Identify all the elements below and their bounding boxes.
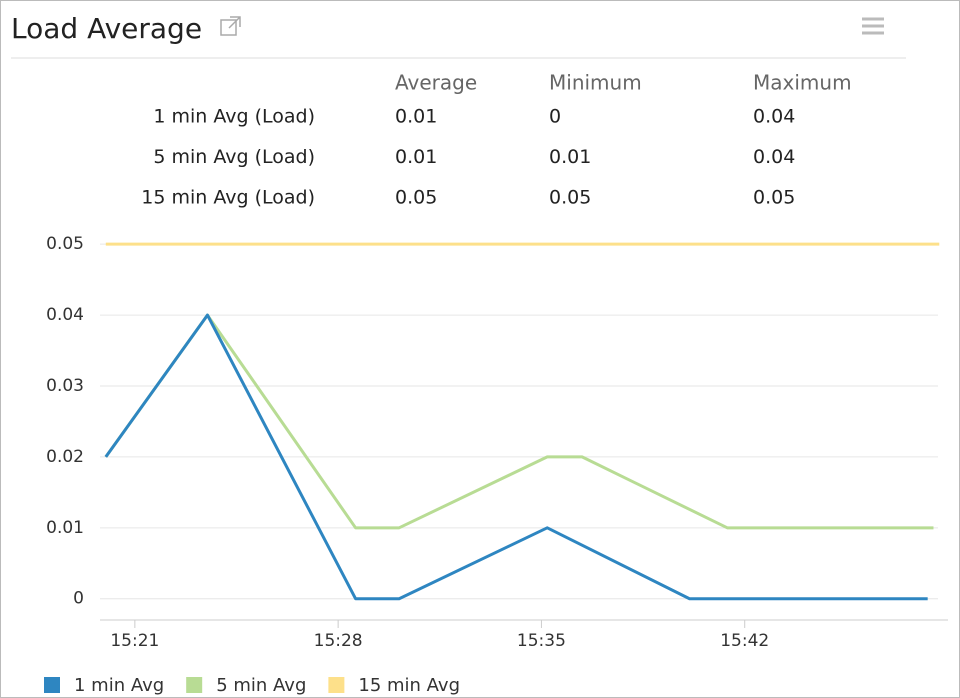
- column-header: Minimum: [549, 71, 642, 95]
- row-label: 5 min Avg (Load): [153, 146, 315, 168]
- menu-icon[interactable]: [862, 17, 884, 35]
- column-header: Maximum: [753, 71, 852, 95]
- row-label: 15 min Avg (Load): [141, 187, 315, 209]
- legend-swatch: [44, 677, 60, 693]
- x-tick-label: 15:28: [314, 631, 363, 651]
- legend-label: 1 min Avg: [74, 675, 164, 696]
- series-line: [104, 313, 928, 601]
- series-line: [104, 313, 934, 530]
- cell-value: 0.01: [395, 146, 437, 168]
- legend-label: 15 min Avg: [358, 675, 460, 696]
- legend-label: 5 min Avg: [216, 675, 306, 696]
- cell-value: 0.04: [753, 106, 795, 128]
- x-tick-label: 15:35: [517, 631, 566, 651]
- y-tick-label: 0: [73, 589, 84, 609]
- x-tick-label: 15:42: [720, 631, 769, 651]
- cell-value: 0.05: [395, 187, 437, 209]
- y-tick-label: 0.05: [46, 234, 84, 254]
- open-icon[interactable]: [220, 16, 241, 36]
- cell-value: 0: [549, 106, 561, 128]
- column-header: Average: [395, 71, 477, 95]
- widget-title: Load Average: [11, 12, 202, 45]
- y-tick-label: 0.02: [46, 447, 84, 467]
- legend-swatch: [186, 677, 203, 693]
- cell-value: 0.01: [395, 106, 437, 128]
- y-tick-label: 0.03: [46, 376, 84, 396]
- legend-swatch: [328, 677, 345, 693]
- cell-value: 0.04: [753, 146, 795, 168]
- cell-value: 0.05: [753, 187, 795, 209]
- y-tick-label: 0.04: [46, 305, 84, 325]
- cell-value: 0.01: [549, 146, 591, 168]
- cell-value: 0.05: [549, 187, 591, 209]
- x-tick-label: 15:21: [110, 631, 159, 651]
- row-label: 1 min Avg (Load): [153, 106, 315, 128]
- chart: 0 0.01 0.02 0.03 0.04 0.05 15:21 15:28 15:35 15:4…: [44, 234, 948, 696]
- stats-table: Average Minimum Maximum 1 min Avg (Load) 0.0…: [141, 71, 851, 209]
- y-tick-label: 0.01: [46, 518, 84, 538]
